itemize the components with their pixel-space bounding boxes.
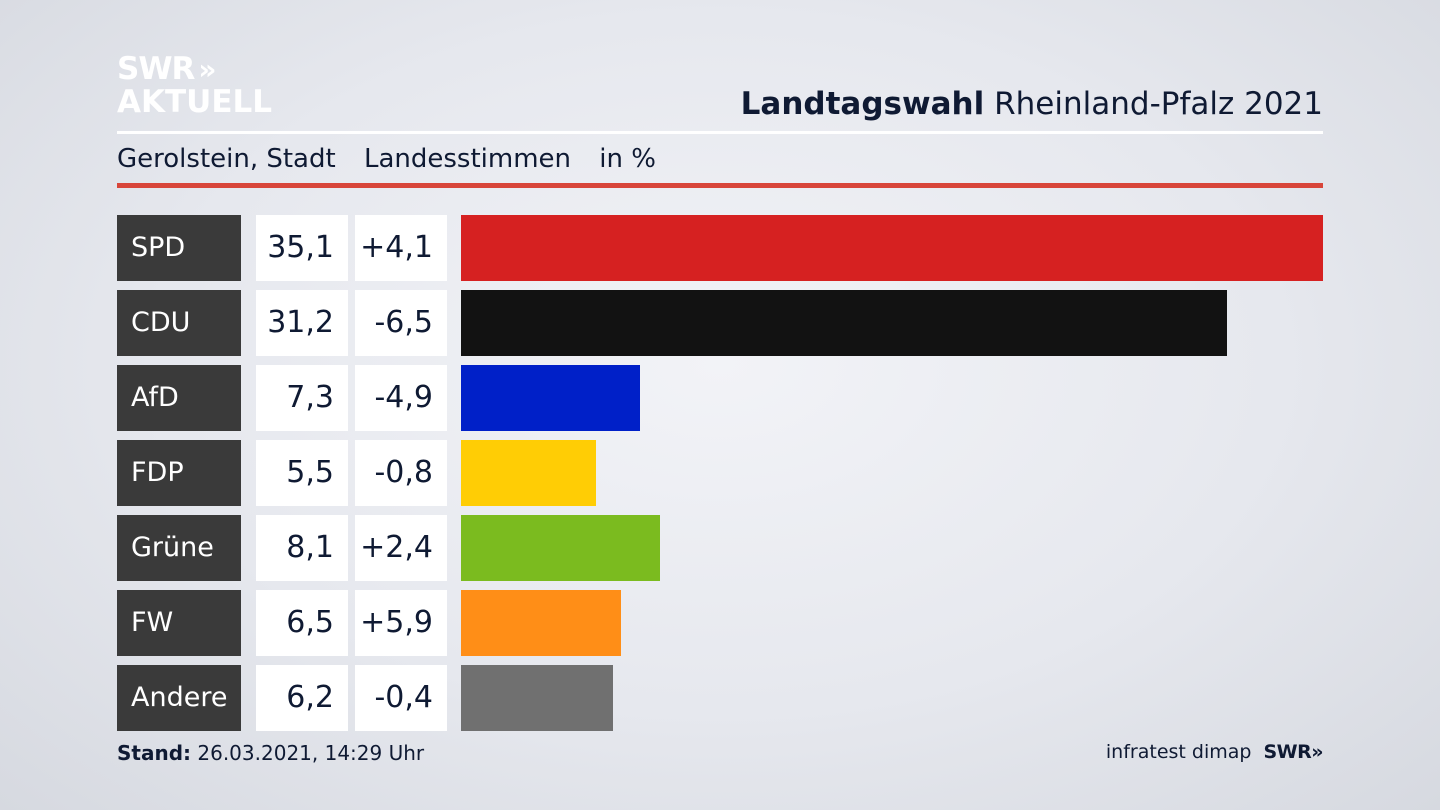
vote-share-value: 5,5 xyxy=(256,440,348,506)
logo-chevron-icon: » xyxy=(198,52,216,86)
swr-aktuell-logo: SWR» AKTUELL xyxy=(117,54,272,118)
vote-share-bar xyxy=(461,365,640,431)
vote-share-value: 6,5 xyxy=(256,590,348,656)
source-name: infratest dimap xyxy=(1105,741,1252,763)
source-credit: infratest dimap SWR» xyxy=(1105,741,1324,763)
vote-change-value: -6,5 xyxy=(355,290,447,356)
vote-share-value: 6,2 xyxy=(256,665,348,731)
stand-value: 26.03.2021, 14:29 Uhr xyxy=(197,741,425,765)
result-row: CDU 31,2 -6,5 xyxy=(117,290,1323,356)
result-row: Grüne 8,1 +2,4 xyxy=(117,515,1323,581)
subtitle-divider xyxy=(117,183,1323,188)
vote-change-value: +4,1 xyxy=(355,215,447,281)
result-row: FDP 5,5 -0,8 xyxy=(117,440,1323,506)
swr-footer-logo: SWR» xyxy=(1263,741,1323,763)
stand-label: Stand: xyxy=(117,741,192,765)
subtitle-place: Gerolstein, Stadt xyxy=(117,144,336,174)
logo-aktuell: AKTUELL xyxy=(117,84,273,120)
logo-swr: SWR xyxy=(117,51,195,87)
subtitle-metric: Landesstimmen xyxy=(363,144,572,174)
vote-share-bar xyxy=(461,590,621,656)
subtitle: Gerolstein, Stadt Landesstimmen in % xyxy=(117,144,676,174)
vote-share-value: 7,3 xyxy=(256,365,348,431)
vote-share-value: 35,1 xyxy=(256,215,348,281)
party-label: CDU xyxy=(117,290,241,356)
vote-change-value: -4,9 xyxy=(355,365,447,431)
subtitle-unit: in % xyxy=(599,144,656,174)
header-divider xyxy=(117,131,1323,134)
vote-change-value: -0,8 xyxy=(355,440,447,506)
result-row: AfD 7,3 -4,9 xyxy=(117,365,1323,431)
party-label: FDP xyxy=(117,440,241,506)
party-label: AfD xyxy=(117,365,241,431)
vote-share-bar xyxy=(461,440,596,506)
party-label: SPD xyxy=(117,215,241,281)
party-label: Andere xyxy=(117,665,241,731)
party-label: FW xyxy=(117,590,241,656)
result-row: Andere 6,2 -0,4 xyxy=(117,665,1323,731)
vote-share-bar xyxy=(461,290,1227,356)
party-label: Grüne xyxy=(117,515,241,581)
vote-change-value: +5,9 xyxy=(355,590,447,656)
headline-regular: Rheinland-Pfalz 2021 xyxy=(994,86,1323,122)
vote-share-bar xyxy=(461,215,1323,281)
vote-share-bar xyxy=(461,665,613,731)
vote-change-value: +2,4 xyxy=(355,515,447,581)
vote-share-bar xyxy=(461,515,660,581)
vote-share-value: 31,2 xyxy=(256,290,348,356)
result-row: SPD 35,1 +4,1 xyxy=(117,215,1323,281)
headline-bold: Landtagswahl xyxy=(740,86,985,122)
headline: Landtagswahl Rheinland-Pfalz 2021 xyxy=(741,86,1323,122)
result-row: FW 6,5 +5,9 xyxy=(117,590,1323,656)
timestamp: Stand: 26.03.2021, 14:29 Uhr xyxy=(117,741,424,765)
vote-share-value: 8,1 xyxy=(256,515,348,581)
vote-change-value: -0,4 xyxy=(355,665,447,731)
